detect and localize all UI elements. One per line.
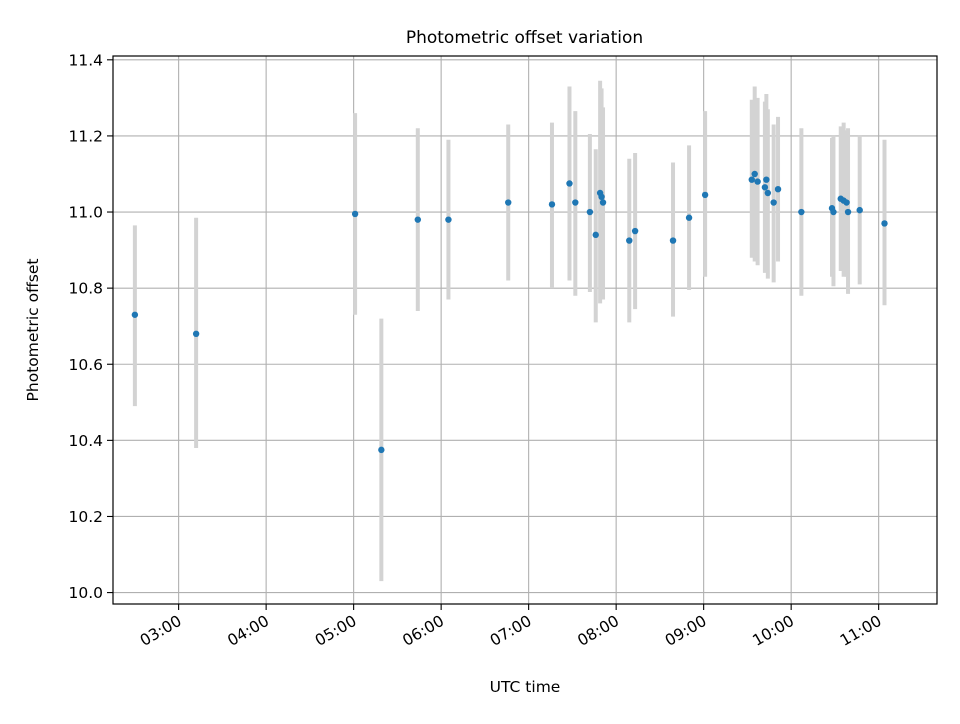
data-point — [414, 216, 422, 223]
data-point — [445, 216, 452, 223]
data-point — [592, 231, 599, 239]
data-points — [131, 170, 888, 454]
data-point — [774, 185, 782, 193]
data-point — [844, 208, 852, 216]
y-tick-label: 11.2 — [68, 127, 103, 145]
data-point — [761, 184, 769, 191]
y-tick-label: 10.4 — [68, 432, 103, 450]
data-point — [631, 227, 639, 235]
plot-frame — [112, 55, 938, 605]
data-point — [881, 220, 888, 227]
data-point — [598, 193, 605, 201]
y-tick-label: 11.4 — [68, 51, 103, 69]
chart-title: Photometric offset variation — [406, 28, 643, 48]
y-tick-label: 10.6 — [68, 356, 103, 374]
data-point — [351, 210, 359, 218]
data-point — [770, 199, 777, 206]
data-point — [748, 176, 755, 183]
y-tick-label: 10.2 — [68, 508, 103, 526]
data-point — [754, 178, 761, 185]
data-point — [763, 176, 770, 183]
data-point — [599, 199, 607, 206]
y-tick-label: 10.8 — [68, 280, 103, 298]
data-point — [131, 311, 139, 318]
data-point — [378, 446, 385, 454]
data-point — [843, 199, 850, 206]
data-point — [566, 180, 573, 187]
data-point — [548, 201, 556, 208]
y-tick-label: 10.0 — [68, 584, 103, 602]
data-point — [586, 208, 594, 216]
x-axis-label: UTC time — [490, 678, 561, 696]
data-point — [701, 191, 709, 199]
data-point — [856, 206, 863, 214]
data-point — [798, 208, 805, 216]
data-point — [192, 330, 200, 338]
data-point — [572, 199, 579, 206]
data-point — [751, 170, 758, 178]
data-point — [830, 208, 837, 216]
data-point — [764, 189, 772, 197]
y-axis-ticks: 10.0 10.2 10.4 10.6 10.8 11.0 11.2 11.4 — [68, 51, 113, 602]
data-point — [626, 237, 633, 244]
data-point — [505, 199, 512, 206]
y-axis-label: Photometric offset — [24, 259, 42, 402]
data-point — [669, 237, 677, 244]
y-tick-label: 11.0 — [68, 204, 103, 222]
data-point — [685, 214, 693, 221]
